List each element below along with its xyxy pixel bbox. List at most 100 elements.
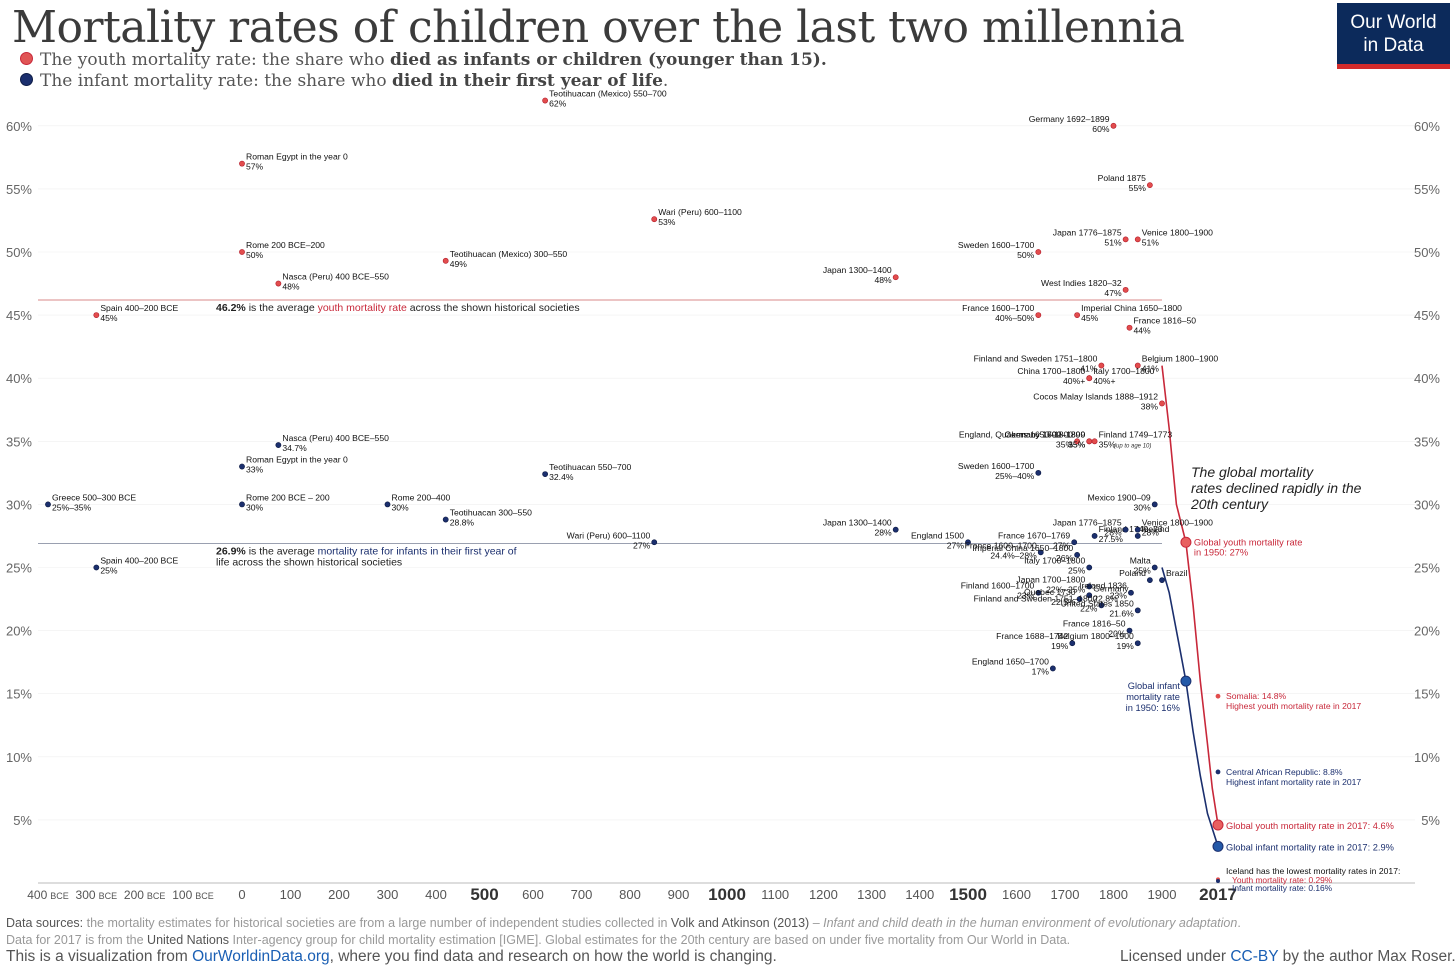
infant-data-point [442,516,449,523]
infant-point-value: 25%–40% [995,471,1035,481]
infant-point-label: France 1600–1700 [965,540,1037,550]
owid-link[interactable]: OurWorldinData.org [192,948,330,965]
infant-point-label: Japan 1700–1800 [1016,574,1085,584]
cc-by-link[interactable]: CC-BY [1230,948,1279,965]
youth-point-label: Germany 1700–1800 [1005,429,1086,439]
y-tick-label-left: 30% [6,497,32,512]
infant-point-label: France 1816–50 [1063,619,1126,629]
infant-point-label: France 1670–1769 [998,530,1070,540]
infant-point-value: 25% [1068,566,1086,576]
infant-point-value: 19% [1051,641,1069,651]
x-tick-label-bce: 100 BCE [172,888,214,902]
infant-point-label: Finland 1600–1700 [961,581,1035,591]
infant-point-label: Roman Egypt in the year 0 [246,455,348,465]
global-youth-marker [1212,819,1224,831]
youth-data-point [239,249,245,255]
extreme-youth-label: Somalia: 14.8% [1226,691,1287,701]
y-tick-label-left: 60% [6,119,32,134]
youth-point-label: Italy 1700–1800 [1093,366,1154,376]
youth-point-label: Japan 1300–1400 [823,265,892,275]
infant-data-point [1128,589,1134,596]
youth-data-point [1110,122,1117,129]
infant-data-point [1074,551,1081,558]
global-youth-marker-label: Global youth mortality rate [1194,537,1303,547]
x-tick-label-bce: 300 BCE [76,888,118,902]
infant-data-point [1035,589,1042,596]
global-infant-marker-label: mortality rate [1126,692,1180,702]
youth-point-value: 48% [282,282,300,292]
x-tick-label: 1800 [1099,887,1128,902]
infant-point-value: 26% [1056,553,1074,563]
infant-data-point [384,501,391,508]
youth-data-point [1091,438,1098,445]
y-tick-label-left: 35% [6,434,32,449]
infant-data-point [1126,627,1133,634]
infant-point-label: Wari (Peru) 600–1100 [567,530,651,540]
youth-point-value: 45% [100,313,118,323]
infant-point-value: 24.4%–28% [990,550,1037,560]
x-tick-label: 1600 [1002,887,1031,902]
x-tick-label: 1700 [1051,887,1080,902]
youth-point-label: Japan 1776–1875 [1053,227,1122,237]
youth-point-value: 35% [1056,439,1074,449]
youth-point-value: 35% [1068,439,1086,449]
infant-data-point [1035,469,1042,476]
infant-point-label: Finland 1749–73 [1099,524,1163,534]
youth-point-value: 38% [1141,401,1159,411]
youth-data-point [1074,438,1081,445]
infant-point-label: France 1688–1742 [996,631,1068,641]
infant-legend-end: . [662,71,669,91]
footer-line3-b: , where you find data and research on ho… [329,948,777,965]
x-tick-label: 600 [522,887,544,902]
youth-point-label: Imperial China 1650–1800 [1081,303,1182,313]
owid-logo[interactable]: Our World in Data [1337,3,1450,69]
youth-point-label: Finland 1749–1773 [1099,429,1173,439]
x-tick-label: 300 [377,887,399,902]
footer-sources-text: the mortality estimates for historical s… [83,916,671,930]
youth-data-point [651,216,658,223]
youth-legend-bold: died as infants or children (younger tha… [389,50,827,70]
infant-data-point [45,501,51,508]
youth-point-label: Teotihuacan (Mexico) 300–550 [450,249,568,259]
extreme-youth-label: Highest youth mortality rate in 2017 [1226,701,1361,711]
footer-sources-title: Infant and child death in the human envi… [823,916,1238,930]
youth-point-value: 57% [246,162,264,172]
youth-point-label: Teotihuacan (Mexico) 550–700 [549,89,667,99]
infant-point-label: Italy 1700–1800 [1024,556,1085,566]
infant-point-value: 28% [1142,528,1160,538]
infant-point-value: 21.6% [1109,608,1134,618]
infant-point-value: 22%–25% [1046,584,1086,594]
infant-point-label: Finland and Sweden 1751–1800 [974,593,1098,603]
iceland-infant-label: Infant mortality rate: 0.16% [1232,883,1333,893]
infant-point-label: Rome 200–400 [392,492,451,502]
youth-point-label: France 1816–50 [1134,316,1197,326]
youth-point-value: 50% [246,250,264,260]
youth-point-label: England, Quakers 1650–1800 [959,429,1073,439]
footer-line2-un: United Nations [147,933,230,947]
infant-point-value: 33% [246,465,264,475]
infant-data-point [1134,533,1141,539]
infant-point-value: 27% [633,540,651,550]
infant-data-point [1086,583,1093,590]
youth-point-label: Belgium 1800–1900 [1142,354,1219,364]
youth-data-point [1086,375,1093,382]
youth-data-point [542,97,549,104]
y-tick-label-right: 10% [1414,750,1440,765]
infant-point-value: 25%–35% [52,502,92,512]
youth-point-label: Nasca (Peru) 400 BCE–550 [282,272,389,282]
infant-point-value: 22% [1080,603,1098,613]
infant-data-point [239,501,245,508]
global-youth-line [1161,365,1219,826]
x-tick-label: 2017 [1199,885,1237,904]
youth-point-label: Wari (Peru) 600–1100 [658,207,742,217]
youth-data-point [1074,312,1081,318]
y-tick-label-right: 15% [1414,687,1440,702]
owid-logo-line2: in Data [1363,35,1424,56]
infant-point-label: United States 1850 [1061,598,1134,608]
y-tick-label-left: 15% [6,687,32,702]
y-tick-label-right: 40% [1414,371,1440,386]
infant-legend-bold: died in their first year of life [391,71,663,91]
infant-point-value: 25% [1134,566,1152,576]
youth-point-value: 51% [1104,237,1122,247]
youth-point-value: 40%+ [1093,376,1115,386]
